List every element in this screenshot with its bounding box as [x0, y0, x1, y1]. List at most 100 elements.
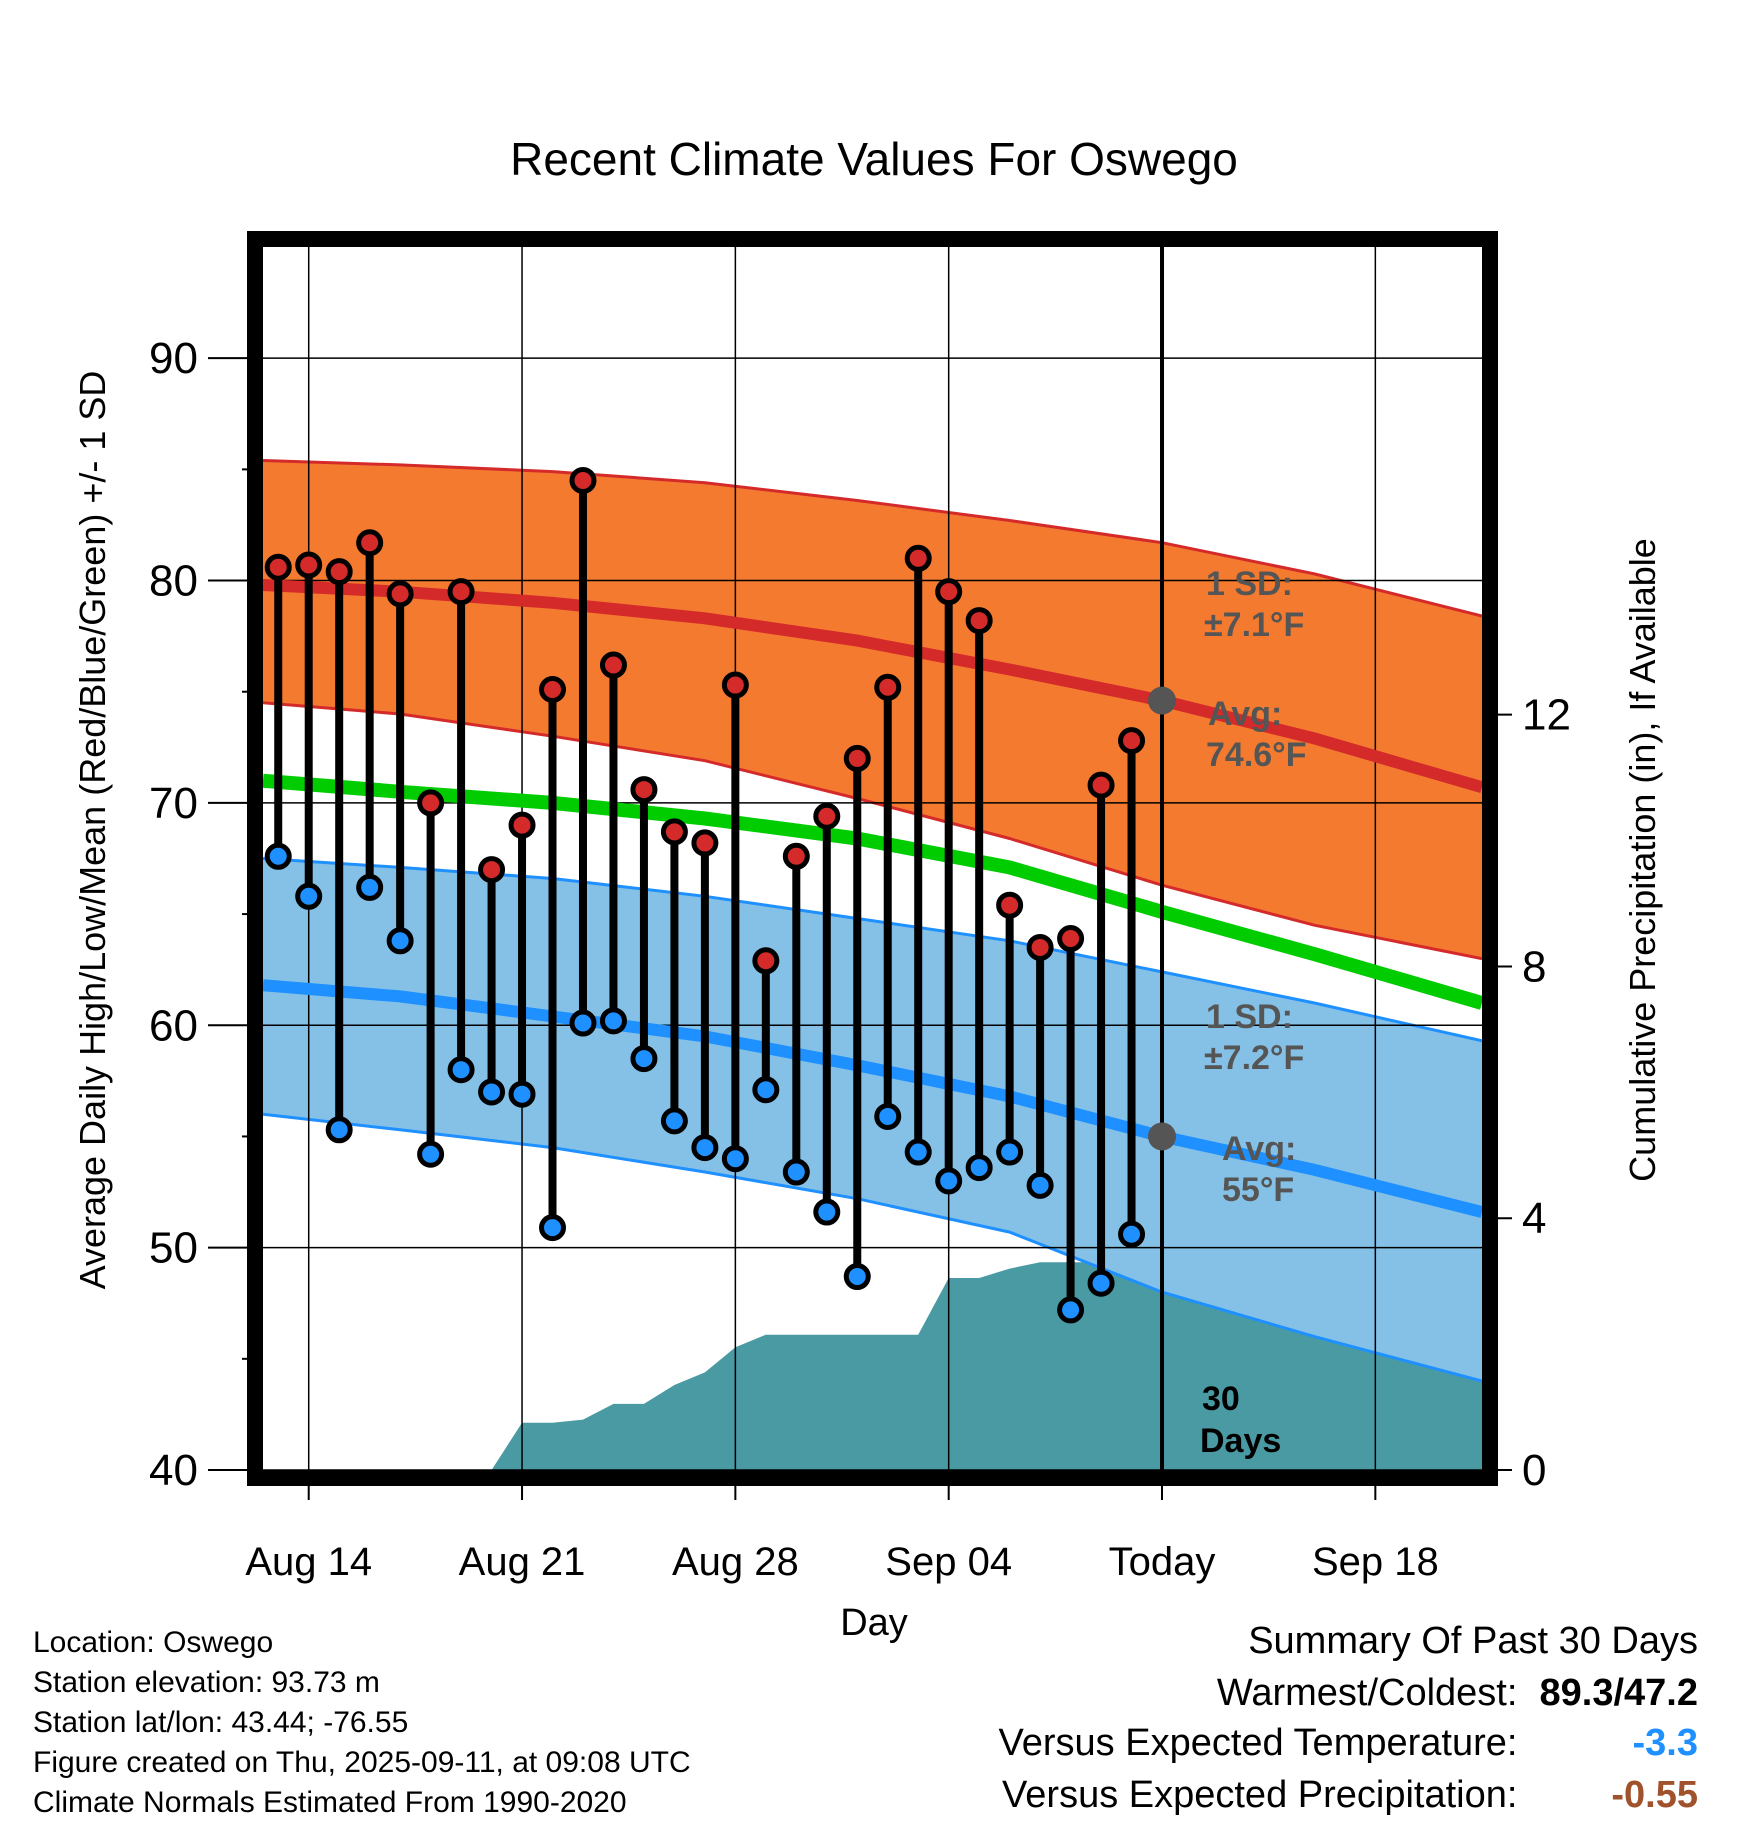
y-right-tick-label: 12 [1522, 691, 1571, 740]
daily-high-point [539, 676, 567, 704]
daily-low-point [569, 1009, 597, 1037]
daily-high-point [264, 553, 292, 581]
x-tick-label: Sep 18 [1312, 1540, 1439, 1584]
daily-low-point [295, 882, 323, 910]
temp-vs-expected-label: Versus Expected Temperature: [998, 1722, 1518, 1764]
daily-low-point [447, 1056, 475, 1084]
station-elevation-text: Station elevation: 93.73 m [33, 1666, 380, 1699]
window-days-label-annotation: Days [1200, 1422, 1281, 1460]
y-left-tick-label: 80 [149, 557, 198, 606]
chart-title: Recent Climate Values For Oswego [510, 133, 1238, 185]
daily-high-point [599, 651, 627, 679]
daily-low-point [325, 1116, 353, 1144]
summary-temperature-row: Versus Expected Temperature: -3.3 [999, 1722, 1698, 1765]
daily-low-point [1026, 1171, 1054, 1199]
daily-low-point [965, 1154, 993, 1182]
daily-high-point [813, 802, 841, 830]
daily-high-point [508, 811, 536, 839]
summary-precipitation-row: Versus Expected Precipitation: -0.55 [1002, 1774, 1698, 1817]
daily-low-point [630, 1045, 658, 1073]
low-avg-value-annotation: 55°F [1222, 1171, 1294, 1209]
daily-high-point [691, 829, 719, 857]
x-tick-label: Aug 28 [672, 1540, 799, 1584]
high-avg-value-annotation: 74.6°F [1206, 736, 1307, 774]
daily-high-point [1118, 727, 1146, 755]
y-left-tick-label: 70 [149, 779, 198, 828]
temp-vs-expected-value: -3.3 [1632, 1722, 1698, 1764]
station-latlon-text: Station lat/lon: 43.44; -76.55 [33, 1706, 409, 1739]
precip-vs-expected-label: Versus Expected Precipitation: [1002, 1774, 1518, 1816]
daily-low-point [386, 927, 414, 955]
daily-low-point [660, 1107, 688, 1135]
high-sd-band [263, 460, 1482, 959]
y-right-tick-label: 8 [1522, 942, 1546, 991]
daily-low-point [508, 1080, 536, 1108]
daily-low-point [843, 1263, 871, 1291]
y-left-tick-label: 50 [149, 1224, 198, 1273]
daily-high-point [356, 529, 384, 557]
summary-heading: Summary Of Past 30 Days [1248, 1620, 1698, 1662]
y-axis-left-label: Average Daily High/Low/Mean (Red/Blue/Gr… [72, 371, 113, 1290]
daily-low-point [478, 1078, 506, 1106]
daily-high-point [325, 558, 353, 586]
daily-low-point [356, 873, 384, 901]
daily-low-point [874, 1102, 902, 1130]
daily-low-point [599, 1007, 627, 1035]
window-days-annotation: 30 [1202, 1380, 1240, 1418]
daily-high-point [721, 671, 749, 699]
climate-normals-text: Climate Normals Estimated From 1990-2020 [33, 1786, 627, 1819]
daily-low-point [721, 1145, 749, 1173]
plot-frame [247, 231, 1498, 1486]
y-right-tick-label: 0 [1522, 1446, 1546, 1495]
daily-high-point [1057, 925, 1085, 953]
daily-high-point [782, 842, 810, 870]
x-tick-label: Sep 04 [885, 1540, 1012, 1584]
location-text: Location: Oswego [33, 1626, 274, 1659]
daily-low-point [264, 842, 292, 870]
summary-warm-cold-row: Warmest/Coldest: 89.3/47.2 [1217, 1672, 1698, 1715]
daily-low-point [996, 1138, 1024, 1166]
daily-low-point [752, 1076, 780, 1104]
daily-high-point [752, 947, 780, 975]
y-left-tick-label: 40 [149, 1446, 198, 1495]
daily-high-point [965, 607, 993, 635]
daily-high-point [1087, 771, 1115, 799]
low-sd-band [263, 858, 1482, 1382]
daily-low-point [1057, 1296, 1085, 1324]
daily-high-point [386, 580, 414, 608]
daily-low-point [417, 1140, 445, 1168]
daily-low-point [813, 1198, 841, 1226]
daily-high-point [630, 776, 658, 804]
daily-high-point [904, 544, 932, 572]
x-axis-label: Day [840, 1602, 908, 1644]
daily-high-point [447, 578, 475, 606]
daily-high-point [996, 891, 1024, 919]
daily-high-point [295, 551, 323, 579]
high-avg-annotation: Avg: [1208, 695, 1282, 733]
daily-high-point [935, 578, 963, 606]
daily-low-point [539, 1214, 567, 1242]
daily-low-point [935, 1167, 963, 1195]
precipitation-area [263, 1262, 1482, 1470]
x-tick-label: Today [1109, 1540, 1216, 1584]
low-sd-annotation: 1 SD: [1206, 998, 1293, 1036]
daily-low-point [904, 1138, 932, 1166]
daily-high-point [569, 466, 597, 494]
daily-low-point [1118, 1220, 1146, 1248]
precip-vs-expected-value: -0.55 [1611, 1774, 1698, 1816]
x-tick-label: Aug 21 [459, 1540, 586, 1584]
daily-high-point [843, 744, 871, 772]
daily-low-point [691, 1134, 719, 1162]
x-tick-label: Aug 14 [245, 1540, 372, 1584]
y-axis-right-label: Cumulative Precipitation (in), If Availa… [1622, 538, 1663, 1182]
high-avg-marker [1148, 686, 1177, 715]
daily-low-point [1087, 1269, 1115, 1297]
warm-cold-label: Warmest/Coldest: [1216, 1672, 1518, 1714]
figure-created-text: Figure created on Thu, 2025-09-11, at 09… [33, 1746, 691, 1779]
warm-cold-value: 89.3/47.2 [1539, 1672, 1698, 1714]
daily-high-point [1026, 933, 1054, 961]
high-sd-value-annotation: ±7.1°F [1204, 606, 1304, 644]
